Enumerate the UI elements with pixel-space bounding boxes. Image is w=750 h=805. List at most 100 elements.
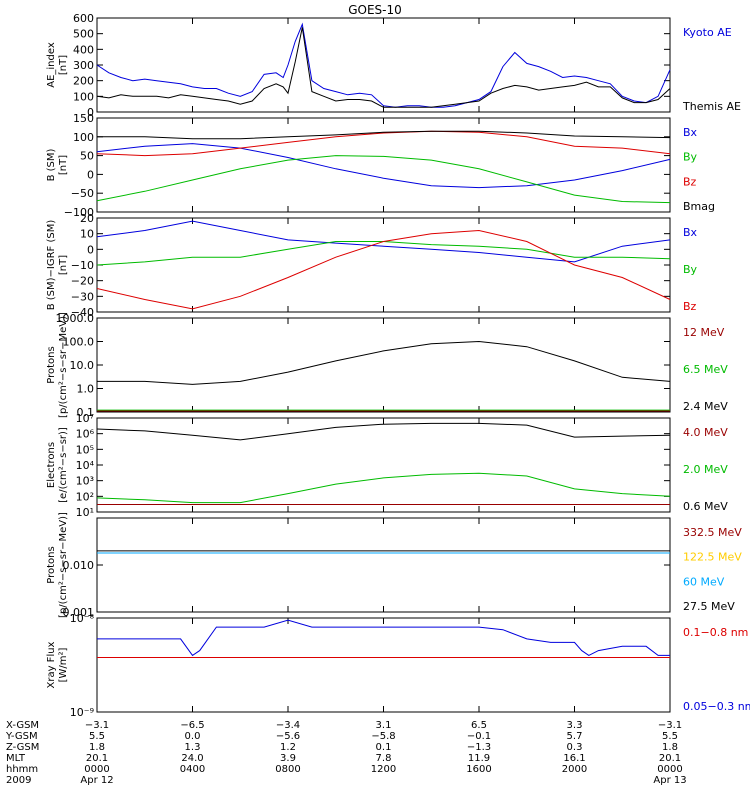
ephemeris-cell: 2000 <box>562 764 587 775</box>
y-tick-label: 0 <box>87 168 94 181</box>
series-line-0-05-0-3-nm <box>97 619 670 657</box>
legend-entry: 0.6 MeV <box>683 500 728 513</box>
ephemeris-row-label: hhmm <box>6 764 38 775</box>
ephemeris-cell: 24.0 <box>181 753 203 764</box>
series-line-2-0-mev <box>96 472 671 504</box>
ephemeris-cell: −3.1 <box>658 720 682 731</box>
legend-entry: 12 MeV <box>683 326 725 339</box>
y-axis-label: Xray Flux <box>46 641 57 688</box>
ephemeris-row-label: X-GSM <box>6 720 39 731</box>
y-tick-label: 100 <box>73 90 94 103</box>
ephemeris-cell: −5.8 <box>371 731 395 742</box>
y-tick-label: 1.0 <box>77 383 95 396</box>
panel-frame <box>96 517 671 613</box>
y-tick-label: 500 <box>73 28 94 41</box>
y-axis-label: B (SM) <box>46 148 57 181</box>
ephemeris-cell: 3.3 <box>567 720 583 731</box>
ephemeris-cell: −5.6 <box>276 731 300 742</box>
series-line-bmag <box>97 130 671 140</box>
ephemeris-cell: 20.1 <box>86 753 108 764</box>
y-axis-label: B (SM)−IGRF (SM) <box>46 220 57 311</box>
y-tick-label: −100 <box>64 206 94 219</box>
y-tick-label: 100 <box>73 131 94 144</box>
series-line-themis-ae <box>96 27 671 108</box>
panel-5: 10¹ 10² 10³ 10⁴ 10⁵ 10⁶ 10⁷ Electrons [e/(cm²−s−… <box>46 412 728 519</box>
ephemeris-row-label: Y-GSM <box>5 731 38 742</box>
legend-entry: Themis AE <box>682 100 741 113</box>
legend-entry: Bx <box>683 226 698 239</box>
y-tick-label: −10 <box>71 259 94 272</box>
y-tick-label: 600 <box>73 12 94 25</box>
y-axis-label: [nT] <box>58 55 69 75</box>
ephemeris-row-label: 2009 <box>6 775 31 786</box>
y-axis-label: Electrons <box>46 442 57 488</box>
legend-entry: Bz <box>683 300 697 313</box>
ephemeris-cell: 16.1 <box>563 753 585 764</box>
ephemeris-cell: −6.5 <box>180 720 204 731</box>
panel-frame <box>96 617 671 713</box>
y-tick-label: 150 <box>73 112 94 125</box>
legend-entry: 0.1−0.8 nm <box>683 626 748 639</box>
panel-frame <box>96 317 671 413</box>
ephemeris-cell: 5.5 <box>662 731 678 742</box>
ephemeris-cell: 5.7 <box>567 731 583 742</box>
figure-title: GOES-10 <box>348 3 402 17</box>
legend-entry: 6.5 MeV <box>683 363 728 376</box>
ephemeris-cell: 0.3 <box>567 742 583 753</box>
ephemeris-cell: 1.2 <box>280 742 296 753</box>
ephemeris-cell: 3.1 <box>376 720 392 731</box>
y-tick-label: −50 <box>71 187 94 200</box>
legend-entry: 0.05−0.3 nm <box>683 700 750 713</box>
panel-frame <box>96 417 671 513</box>
legend-entry: 332.5 MeV <box>683 526 742 539</box>
series-line-2-4-mev <box>97 340 671 385</box>
ephemeris-cell: 1.8 <box>89 742 105 753</box>
legend-entry: 2.4 MeV <box>683 400 728 413</box>
y-tick-label: 1000.0 <box>56 312 95 325</box>
legend-entry: By <box>683 263 698 276</box>
legend-entry: 2.0 MeV <box>683 463 728 476</box>
legend-entry: Bmag <box>683 200 715 213</box>
panel-4: 0.1 1.0 10.0 100.0 1000.0 Protons [p/(cm²−s−sr… <box>46 312 728 419</box>
y-tick-label: 10⁻⁸ <box>70 612 95 625</box>
legend-entry: 122.5 MeV <box>683 551 742 564</box>
series-line-bz <box>96 229 671 310</box>
y-axis-label: AE_index <box>46 42 57 88</box>
legend-entry: 4.0 MeV <box>683 426 728 439</box>
ephemeris-cell: 0800 <box>275 764 300 775</box>
series-line-bx <box>96 143 671 189</box>
y-tick-label: 200 <box>73 75 94 88</box>
series-line-0-6-mev <box>96 422 671 441</box>
y-tick-label: −20 <box>71 275 94 288</box>
series-line-by <box>96 155 671 204</box>
y-axis-label: [p/(cm²−s−sr−MeV)] <box>58 312 69 418</box>
y-tick-label: −30 <box>71 290 94 303</box>
legend-entry: Bx <box>683 126 698 139</box>
y-tick-label: 400 <box>73 43 94 56</box>
ephemeris-cell: −1.3 <box>467 742 491 753</box>
panel-6: 0.001 0.010 Protons [p/(cm²−s−sr−MeV)] 332.5… <box>46 512 742 619</box>
y-tick-label: 0.001 <box>63 606 95 619</box>
y-tick-label: 10 <box>80 228 94 241</box>
y-axis-label: Protons <box>46 546 57 583</box>
y-tick-label: 10⁷ <box>76 412 94 425</box>
ephemeris-cell: Apr 13 <box>653 775 686 786</box>
legend-entry: 27.5 MeV <box>683 600 735 613</box>
panel-frame <box>96 217 671 313</box>
legend-entry: By <box>683 151 698 164</box>
y-tick-label: 20 <box>80 212 94 225</box>
y-tick-label: 10⁻⁹ <box>70 706 94 719</box>
ephemeris-cell: 3.9 <box>280 753 296 764</box>
ephemeris-cell: 1200 <box>371 764 396 775</box>
series-line-bx <box>96 220 671 263</box>
ephemeris-cell: 0.1 <box>376 742 392 753</box>
panel-1: 0 100 200 300 400 500 600 AE_index [nT] Kyoto AE T… <box>46 12 741 119</box>
y-tick-label: −40 <box>71 306 94 319</box>
ephemeris-cell: 0400 <box>180 764 205 775</box>
y-tick-label: 10² <box>76 490 94 503</box>
series-line-kyoto-ae <box>96 22 671 108</box>
ephemeris-cell: 11.9 <box>468 753 490 764</box>
